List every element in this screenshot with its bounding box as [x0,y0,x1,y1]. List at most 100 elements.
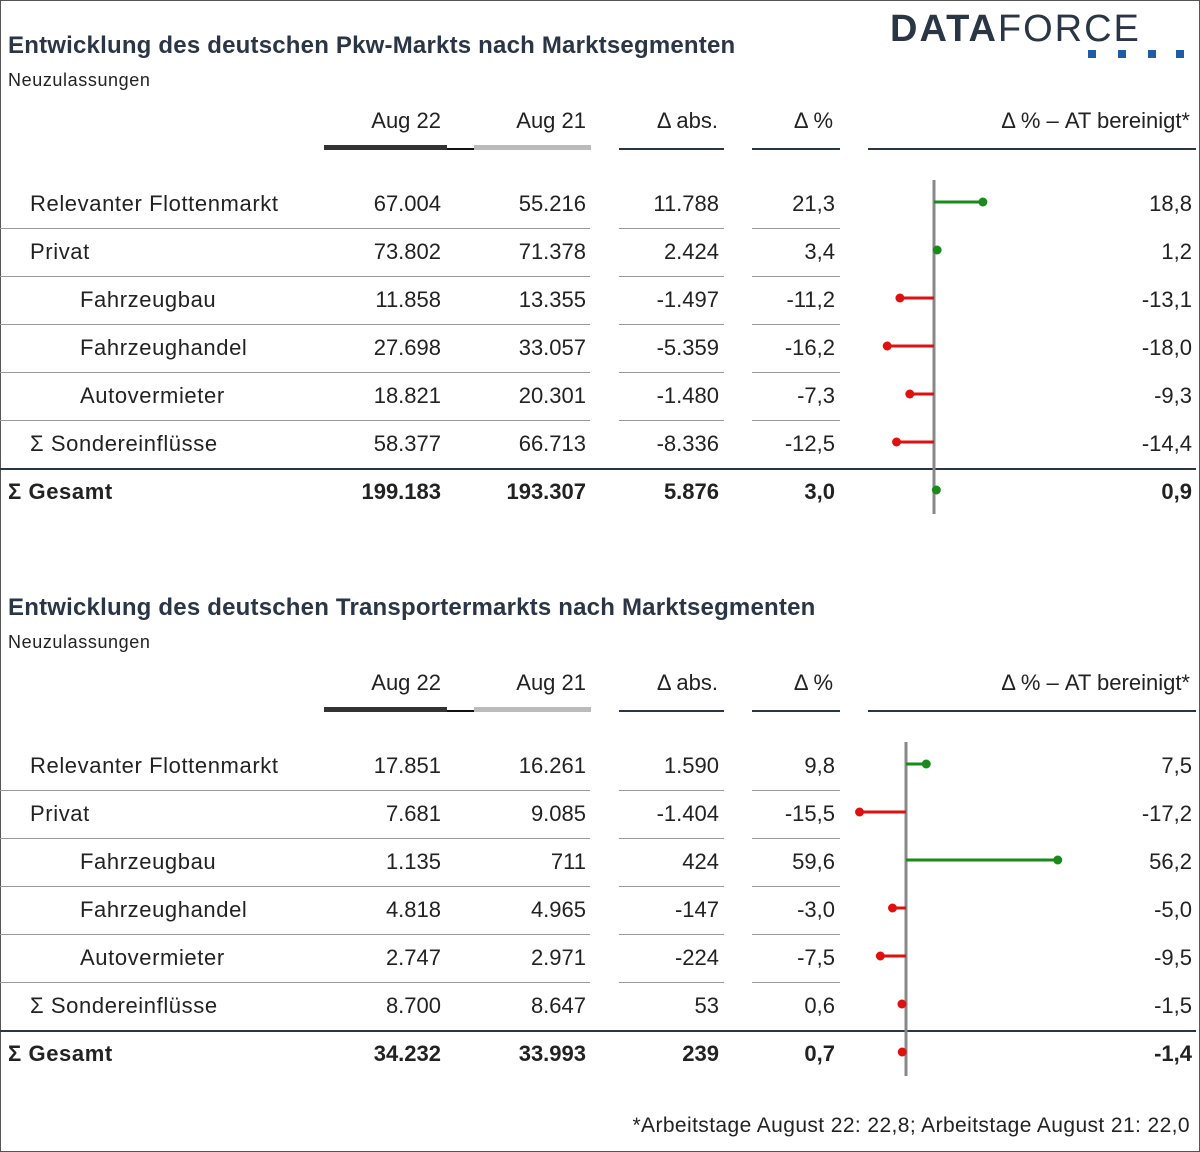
lollipop-point [897,999,907,1009]
row-separator [752,838,840,839]
adj-header-bar [868,710,1196,712]
column-header: Aug 22 [371,670,441,695]
row-separator [619,790,724,791]
row-label: Autovermieter [80,945,225,970]
cell-aug21: 33.993 [518,1041,586,1066]
aug21-header-bar [474,145,591,150]
cell-adj: -9,5 [1154,945,1192,970]
column-header: Δ abs. [656,108,718,133]
cell-adj: 1,2 [1161,239,1192,264]
adj-header-bar [868,148,1196,150]
row-separator [619,372,724,373]
cell-abs: 424 [682,849,719,874]
cell-pct: 9,8 [804,753,835,778]
lollipop-point [888,903,897,913]
footnote: *Arbeitstage August 22: 22,8; Arbeitstag… [632,1114,1190,1137]
row-separator [0,790,324,791]
row-separator [324,276,590,277]
row-label: Fahrzeugbau [80,849,217,874]
cell-abs: 239 [682,1041,719,1066]
dataforce-logo: DATAFORCE [890,8,1141,50]
aug22-header-bar-tail [447,710,474,712]
row-separator [0,934,324,935]
row-separator [752,886,840,887]
row-label: Relevanter Flottenmarkt [30,191,279,216]
row-separator [0,276,324,277]
cell-adj: 18,8 [1149,191,1192,216]
column-header: Δ % [793,108,833,133]
cell-aug22: 18.821 [373,383,441,408]
row-separator [324,372,590,373]
cell-aug22: 2.747 [385,945,441,970]
column-header: Δ % – AT bereinigt* [1001,670,1190,695]
row-separator [752,276,840,277]
cell-aug21: 55.216 [518,191,586,216]
row-label: Autovermieter [80,383,225,408]
cell-abs: -8.336 [656,431,719,456]
cell-abs: -1.497 [656,287,719,312]
lollipop-point [932,245,942,255]
pct-header-bar [752,710,840,712]
cell-aug21: 4.965 [530,897,586,922]
row-separator [619,934,724,935]
row-separator [0,372,324,373]
row-separator [619,228,724,229]
cell-aug22: 4.818 [385,897,441,922]
row-separator [752,372,840,373]
cell-abs: 5.876 [663,479,719,504]
lollipop-point [897,1047,907,1057]
cell-adj: -13,1 [1141,287,1192,312]
cell-aug22: 73.802 [373,239,441,264]
pct-header-bar [752,148,840,150]
table-subtitle: Neuzulassungen [8,632,151,652]
cell-abs: -147 [674,897,719,922]
abs-header-bar [619,148,724,150]
cell-pct: 0,6 [804,993,835,1018]
cell-aug22: 17.851 [373,753,441,778]
lollipop-point [892,437,902,447]
row-label: Σ Sondereinflüsse [30,993,218,1018]
cell-abs: -1.404 [656,801,719,826]
row-label: Fahrzeughandel [80,335,248,360]
cell-aug21: 71.378 [518,239,586,264]
cell-abs: -224 [674,945,719,970]
row-separator [324,934,590,935]
cell-pct: -16,2 [784,335,835,360]
row-separator [324,228,590,229]
column-header: Δ abs. [656,670,718,695]
row-separator [752,790,840,791]
cell-aug21: 193.307 [506,479,586,504]
row-label: Privat [30,239,90,264]
lollipop-point [978,197,988,207]
cell-aug21: 16.261 [518,753,586,778]
cell-pct: -7,5 [797,945,835,970]
row-separator [619,324,724,325]
cell-adj: -14,4 [1141,431,1192,456]
cell-pct: 3,4 [804,239,835,264]
cell-aug22: 199.183 [361,479,441,504]
cell-abs: -5.359 [656,335,719,360]
cell-adj: -1,5 [1154,993,1192,1018]
table-title: Entwicklung des deutschen Pkw-Markts nac… [8,32,736,59]
cell-abs: 2.424 [663,239,719,264]
row-separator [0,420,324,421]
row-separator [0,324,324,325]
cell-pct: 59,6 [792,849,835,874]
row-separator [619,420,724,421]
row-separator [0,228,324,229]
abs-header-bar [619,710,724,712]
cell-adj: -17,2 [1141,801,1192,826]
cell-pct: -11,2 [786,287,835,312]
row-label: Relevanter Flottenmarkt [30,753,279,778]
table-subtitle: Neuzulassungen [8,70,151,90]
column-header: Aug 21 [516,670,586,695]
row-label: Σ Gesamt [8,479,113,504]
cell-aug21: 711 [550,849,586,874]
cell-pct: -15,5 [784,801,835,826]
cell-aug21: 9.085 [530,801,586,826]
table-title: Entwicklung des deutschen Transportermar… [8,594,816,621]
cell-adj: -5,0 [1154,897,1192,922]
lollipop-point [921,759,931,769]
